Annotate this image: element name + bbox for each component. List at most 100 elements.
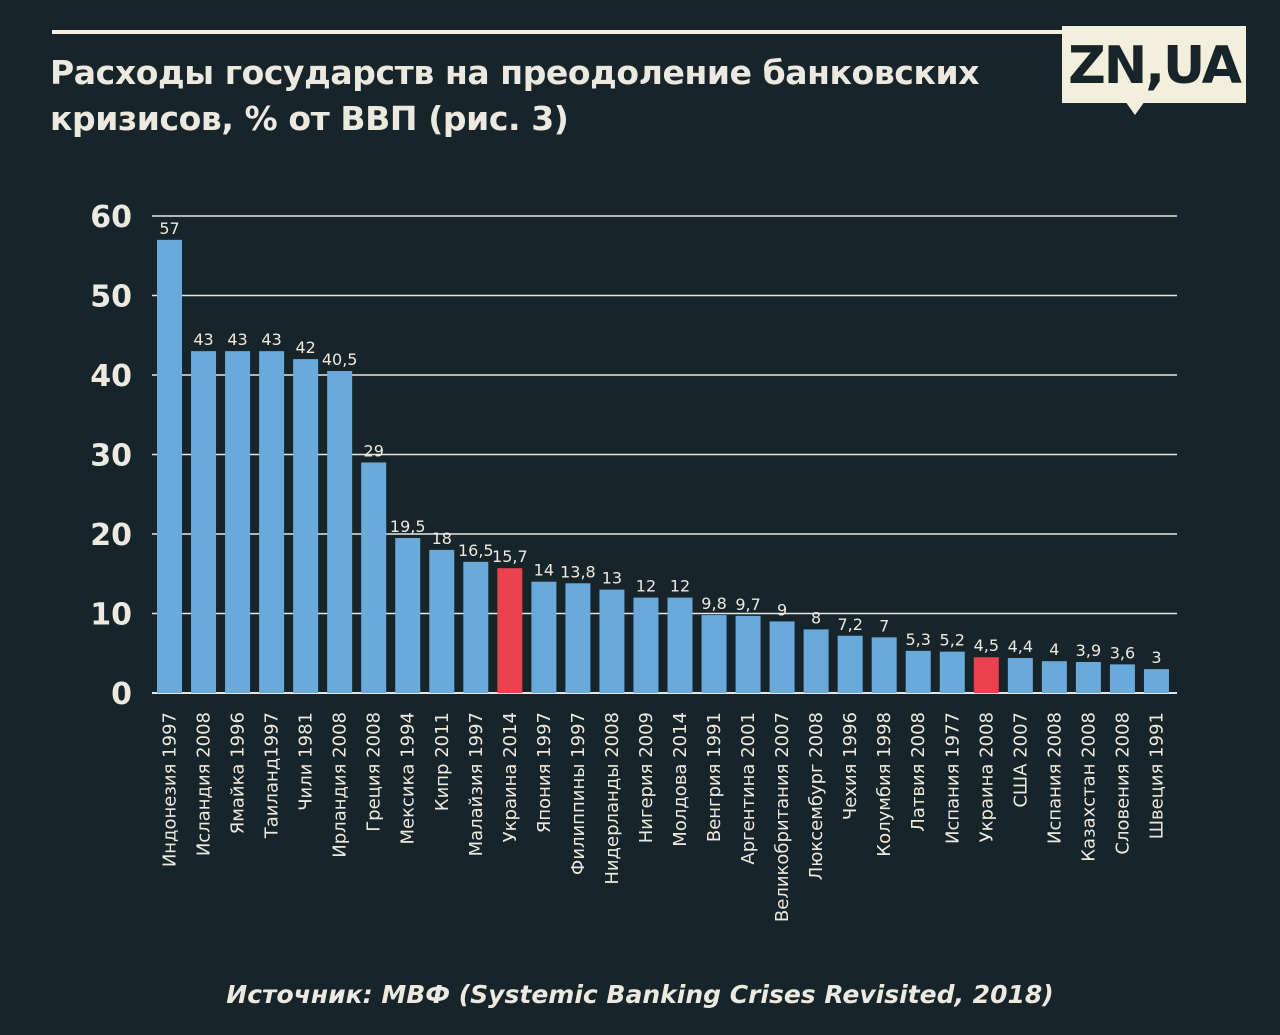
category-label: Ямайка 1996: [228, 712, 249, 834]
bar: [395, 537, 421, 693]
category-label: Нидерланды 2008: [602, 712, 623, 885]
value-label: 3: [1151, 648, 1161, 667]
category-label: Казахстан 2008: [1078, 712, 1099, 862]
title-line-1: Расходы государств на преодоление банков…: [50, 53, 980, 92]
category-label: Ирландия 2008: [330, 712, 351, 858]
chart-title: Расходы государств на преодоление банков…: [50, 50, 1050, 142]
category-label: Испания 1977: [942, 712, 963, 844]
category-label: Греция 2008: [364, 712, 385, 832]
bar: [769, 621, 795, 693]
logo-text: ZN,UA: [1068, 36, 1242, 96]
value-label: 12: [636, 577, 656, 596]
bar: [1075, 661, 1101, 693]
bar: [939, 651, 965, 693]
bar: [225, 351, 251, 693]
bar: [1143, 669, 1169, 693]
category-label: Кипр 2011: [432, 712, 453, 811]
category-label: США 2007: [1010, 712, 1031, 808]
bar: [1109, 664, 1135, 693]
value-label: 9,7: [735, 595, 760, 614]
bar: [905, 650, 931, 693]
bar: [259, 351, 285, 693]
category-label: Таиланд1997: [262, 712, 283, 839]
category-label: Венгрия 1991: [704, 712, 725, 842]
category-label: Чили 1981: [296, 712, 317, 811]
value-label: 12: [670, 577, 690, 596]
value-label: 13,8: [560, 562, 596, 581]
bar: [1041, 661, 1067, 693]
bar: [463, 561, 489, 693]
bar: [361, 462, 387, 693]
category-label: Аргентина 2001: [738, 712, 759, 865]
category-label: Япония 1997: [534, 712, 555, 833]
bar: [633, 597, 659, 693]
category-label: Великобритания 2007: [772, 712, 793, 922]
category-label: Мексика 1994: [398, 712, 419, 845]
y-tick-label: 40: [90, 359, 132, 394]
category-label: Чехия 1996: [840, 712, 861, 820]
category-label: Индонезия 1997: [160, 712, 181, 867]
category-label: Люксембург 2008: [806, 712, 827, 880]
bar: [293, 359, 319, 693]
title-line-2: кризисов, % от ВВП (рис. 3): [50, 99, 569, 138]
zn-ua-logo[interactable]: ZN,UA: [1062, 26, 1246, 103]
value-label: 4: [1049, 640, 1059, 659]
value-label: 7,2: [837, 615, 862, 634]
value-label: 4,4: [1008, 637, 1033, 656]
value-label: 29: [364, 441, 384, 460]
value-label: 15,7: [492, 547, 528, 566]
value-label: 16,5: [458, 541, 494, 560]
value-label: 7: [879, 616, 889, 635]
bar: [599, 589, 625, 693]
y-tick-label: 30: [90, 439, 132, 474]
bar: [157, 239, 182, 693]
value-label: 18: [432, 529, 452, 548]
value-label: 42: [295, 338, 315, 357]
bar: [871, 637, 897, 693]
value-label: 14: [534, 561, 554, 580]
header-rule: [52, 30, 1062, 34]
bar: [667, 597, 693, 693]
bar: [701, 615, 727, 693]
value-label: 43: [261, 330, 281, 349]
bar: [429, 549, 455, 693]
category-label: Украина 2014: [500, 712, 521, 842]
value-label: 40,5: [322, 350, 358, 369]
value-label: 3,6: [1110, 643, 1135, 662]
category-label: Малайзия 1997: [466, 712, 487, 856]
value-label: 57: [159, 219, 179, 238]
value-label: 8: [811, 608, 821, 627]
value-label: 5,3: [906, 630, 931, 649]
bar: [327, 371, 353, 693]
y-tick-label: 20: [90, 518, 132, 553]
category-label: Украина 2008: [976, 712, 997, 842]
y-tick-label: 10: [90, 598, 132, 633]
bar: [531, 581, 557, 693]
value-label: 4,5: [974, 636, 999, 655]
value-label: 9,8: [701, 594, 726, 613]
category-label: Словения 2008: [1112, 712, 1133, 855]
source-note: Источник: МВФ (Systemic Banking Crises R…: [226, 980, 1054, 1009]
bar: [735, 615, 761, 693]
category-label: Испания 2008: [1044, 712, 1065, 844]
y-tick-label: 0: [111, 677, 132, 712]
y-tick-label: 60: [90, 200, 132, 235]
logo-speech-tail: [1125, 101, 1145, 115]
category-label: Исландия 2008: [194, 712, 215, 856]
category-label: Филиппины 1997: [568, 712, 589, 875]
bar: [497, 568, 523, 693]
category-label: Нигерия 2009: [636, 712, 657, 843]
category-label: Колумбия 1998: [874, 712, 895, 857]
bar: [837, 635, 863, 693]
value-label: 43: [227, 330, 247, 349]
category-label: Швеция 1991: [1146, 712, 1167, 839]
category-label: Латвия 2008: [908, 712, 929, 832]
value-label: 43: [193, 330, 213, 349]
value-label: 9: [777, 600, 787, 619]
bar: [1007, 658, 1033, 693]
value-label: 5,2: [940, 631, 965, 650]
bar: [973, 657, 999, 693]
value-label: 3,9: [1076, 641, 1101, 660]
bar: [803, 629, 829, 693]
